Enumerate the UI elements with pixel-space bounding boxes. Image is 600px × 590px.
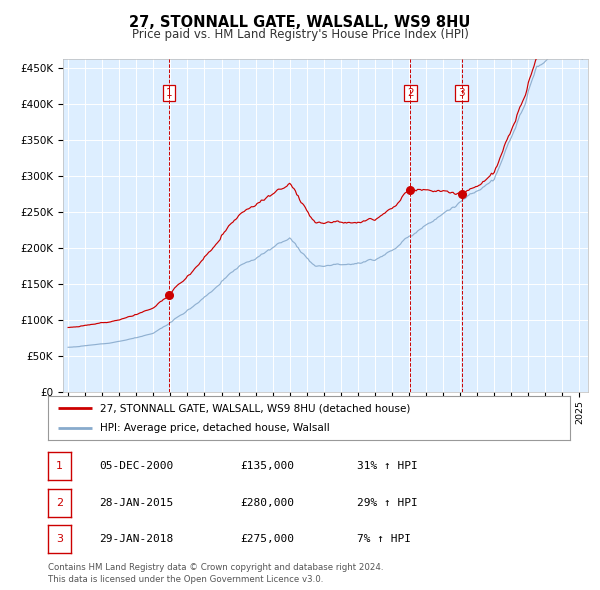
Text: 31% ↑ HPI: 31% ↑ HPI: [357, 461, 418, 471]
Text: 2: 2: [56, 498, 63, 507]
Text: £280,000: £280,000: [240, 498, 294, 507]
Text: 3: 3: [56, 535, 63, 544]
Text: 1: 1: [166, 88, 172, 98]
Text: £135,000: £135,000: [240, 461, 294, 471]
Text: 28-JAN-2015: 28-JAN-2015: [99, 498, 173, 507]
Text: 7% ↑ HPI: 7% ↑ HPI: [357, 535, 411, 544]
Text: Contains HM Land Registry data © Crown copyright and database right 2024.: Contains HM Land Registry data © Crown c…: [48, 563, 383, 572]
Text: 3: 3: [458, 88, 465, 98]
Text: 27, STONNALL GATE, WALSALL, WS9 8HU: 27, STONNALL GATE, WALSALL, WS9 8HU: [130, 15, 470, 30]
Text: 2: 2: [407, 88, 413, 98]
Text: Price paid vs. HM Land Registry's House Price Index (HPI): Price paid vs. HM Land Registry's House …: [131, 28, 469, 41]
Text: £275,000: £275,000: [240, 535, 294, 544]
Text: 05-DEC-2000: 05-DEC-2000: [99, 461, 173, 471]
Text: 1: 1: [56, 461, 63, 471]
Text: This data is licensed under the Open Government Licence v3.0.: This data is licensed under the Open Gov…: [48, 575, 323, 584]
Text: 27, STONNALL GATE, WALSALL, WS9 8HU (detached house): 27, STONNALL GATE, WALSALL, WS9 8HU (det…: [100, 403, 410, 413]
Text: HPI: Average price, detached house, Walsall: HPI: Average price, detached house, Wals…: [100, 423, 330, 433]
Text: 29% ↑ HPI: 29% ↑ HPI: [357, 498, 418, 507]
Text: 29-JAN-2018: 29-JAN-2018: [99, 535, 173, 544]
